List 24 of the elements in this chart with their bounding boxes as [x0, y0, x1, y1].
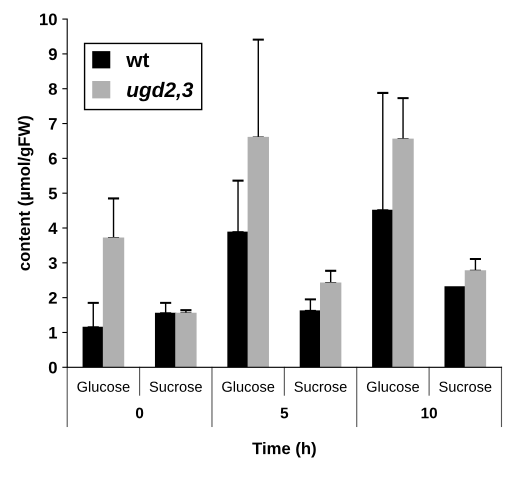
x-tick-label: Sucrose	[439, 382, 492, 392]
legend-label: wt	[126, 53, 150, 68]
y-axis-title: content (µmol/gFW)	[18, 116, 34, 270]
y-tick-label: 6	[48, 152, 57, 165]
y-tick-label: 10	[40, 13, 57, 26]
y-tick-label: 1	[49, 327, 58, 339]
y-tick-label: 7	[48, 118, 57, 130]
x-tick-label: Glucose	[222, 381, 274, 392]
x-tick-label: Glucose	[366, 381, 420, 392]
x-tick-label: Sucrose	[150, 382, 202, 392]
x-tick-label: Glucose	[77, 381, 130, 392]
y-tick-label: 2	[48, 292, 57, 304]
text: 0	[136, 408, 144, 418]
x-tick-label: Sucrose	[294, 382, 347, 392]
y-tick-label: 5	[48, 188, 58, 200]
legend-label: ugd2,3	[127, 82, 194, 102]
text: 5	[280, 408, 288, 418]
text: 10	[422, 408, 437, 418]
x-axis-title: Time (h)	[252, 442, 316, 458]
y-tick-label: 0	[48, 362, 57, 374]
y-tick-label: 3	[48, 257, 57, 270]
y-tick-label: 8	[48, 83, 57, 95]
y-tick-label: 9	[48, 48, 57, 60]
y-tick-label: 4	[48, 222, 58, 234]
